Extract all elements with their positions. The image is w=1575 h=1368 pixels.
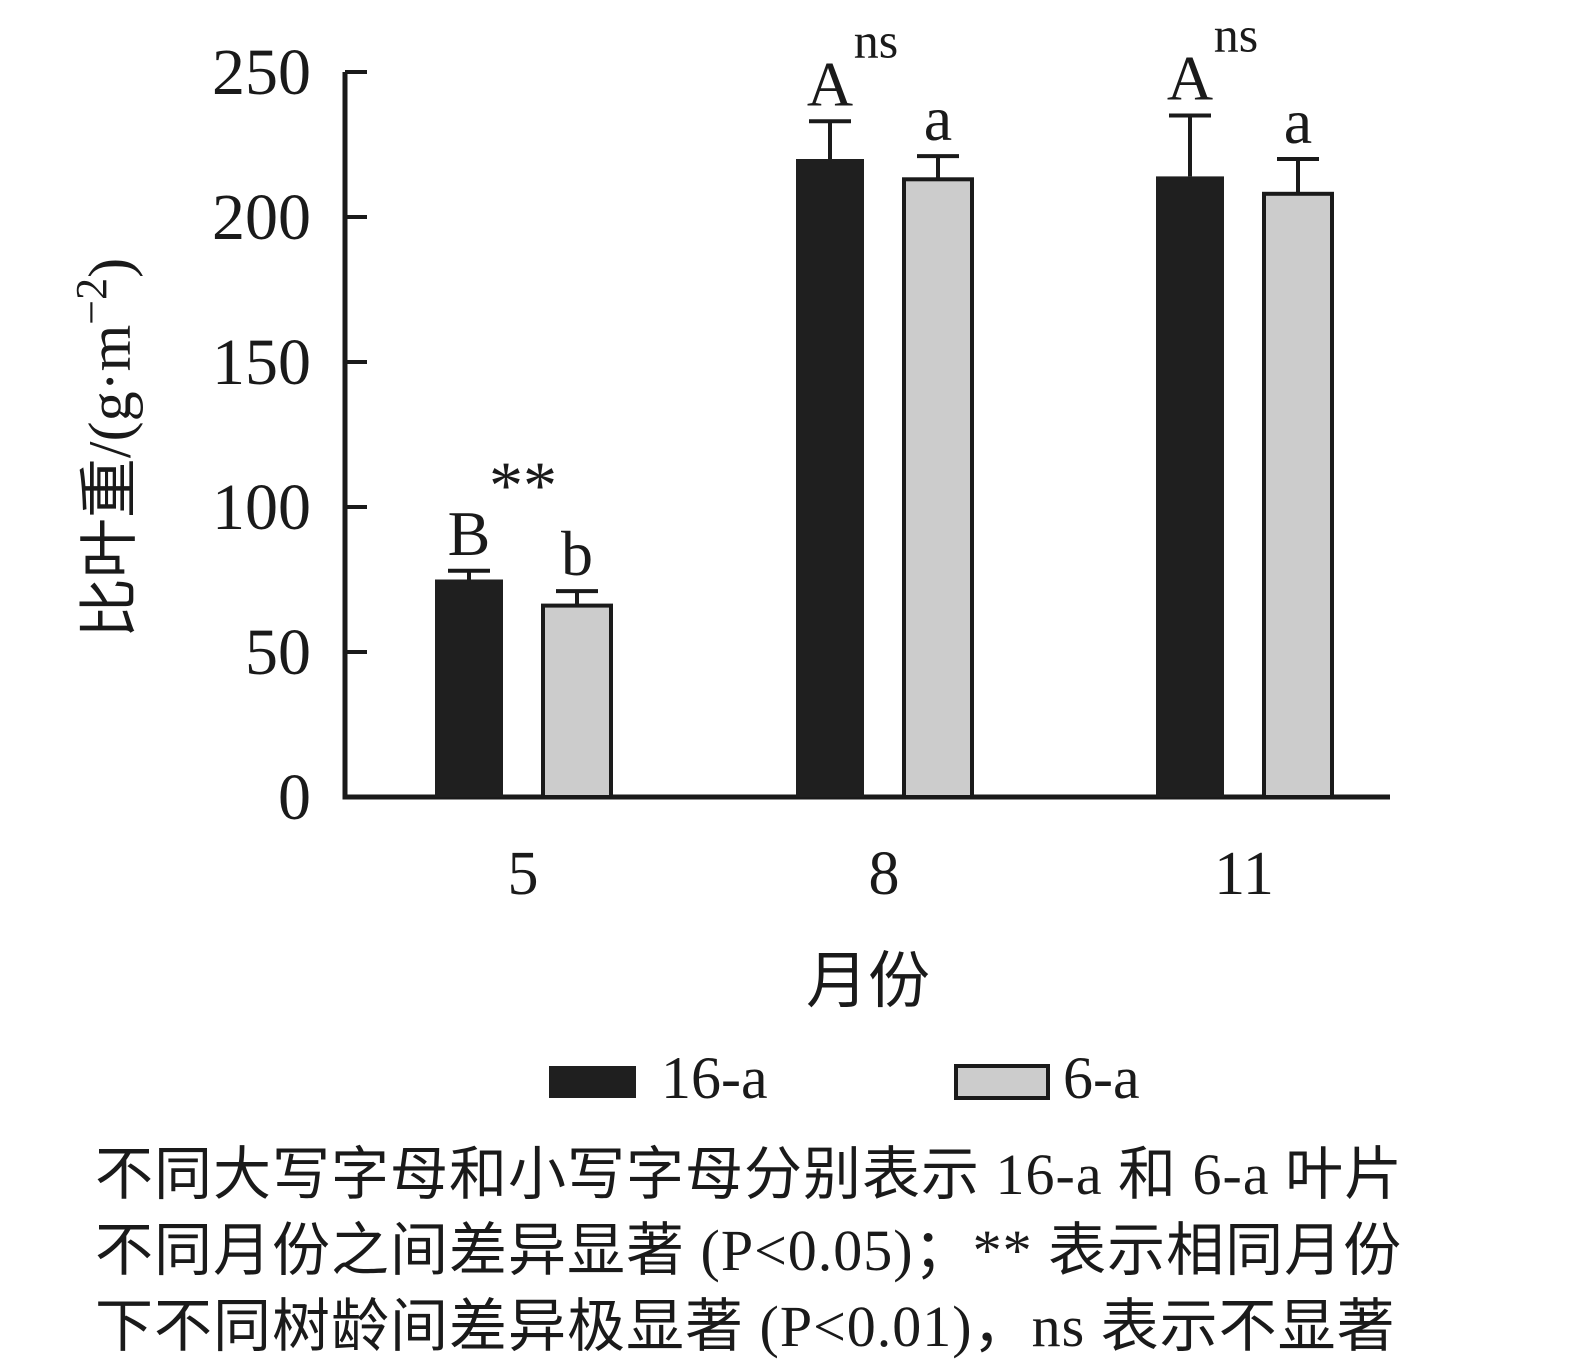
y-tick-label: 150	[212, 326, 311, 399]
sig-letter-6-a-month-8: a	[924, 83, 952, 154]
caption-line-1: 不同大写字母和小写字母分别表示 16-a 和 6-a 叶片	[95, 1142, 1404, 1207]
y-tick-label: 250	[212, 36, 311, 109]
bar-16-a-month-5	[435, 579, 503, 797]
sig-letter-16-a-month-8: A	[807, 48, 853, 119]
bar-6-a-month-5	[541, 603, 613, 799]
annotation-5: **	[489, 447, 557, 523]
sig-letter-16-a-month-11: A	[1167, 43, 1213, 114]
x-axis-title: 月份	[806, 948, 930, 1016]
caption-line-2: 不同月份之间差异显著 (P<0.05)；** 表示相同月份	[95, 1218, 1403, 1283]
sig-letter-6-a-month-11: a	[1284, 86, 1312, 157]
bar-16-a-month-8	[796, 159, 864, 797]
y-tick-label: 200	[212, 181, 311, 254]
x-tick-label-11: 11	[1214, 840, 1274, 908]
bar-6-a-month-8	[902, 177, 974, 800]
legend-swatch-16-a	[549, 1066, 636, 1098]
annotation-8: ns	[854, 12, 898, 68]
sig-letter-6-a-month-5: b	[561, 518, 593, 589]
caption-line-3: 下不同树龄间差异极显著 (P<0.01)，ns 表示不显著	[95, 1294, 1396, 1359]
x-tick-label-5: 5	[508, 840, 539, 908]
bar-6-a-month-11	[1262, 191, 1334, 800]
legend-label-16-a: 16-a	[661, 1045, 768, 1111]
bar-chart: 0 50 100 150 200 250 比叶重/(g·m−2) B A Ab a a ** ns ns 5 8…	[67, 7, 1390, 1111]
sig-letter-16-a-month-5: B	[448, 498, 491, 569]
annotation-11: ns	[1214, 7, 1258, 63]
figure-caption: 不同大写字母和小写字母分别表示 16-a 和 6-a 叶片 不同月份之间差异显著…	[95, 1137, 1515, 1365]
y-tick-label: 0	[278, 761, 311, 834]
legend-swatch-6-a	[954, 1064, 1050, 1100]
y-tick-label: 100	[212, 471, 311, 544]
y-axis-title: 比叶重/(g·m−2)	[67, 258, 143, 638]
legend-label-6-a: 6-a	[1063, 1045, 1140, 1111]
bar-16-a-month-11	[1156, 176, 1224, 797]
y-tick-label: 50	[245, 616, 311, 689]
x-tick-label-8: 8	[869, 840, 900, 908]
